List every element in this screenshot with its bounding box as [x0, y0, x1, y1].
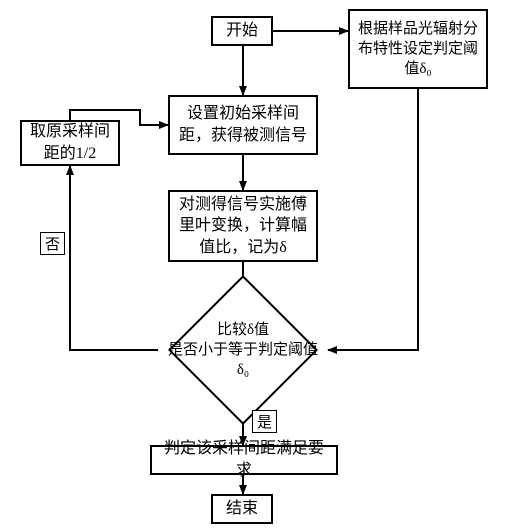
node-ok-label: 判定该采样间距满足要求: [158, 438, 330, 481]
node-set-initial-label: 设置初始采样间距，获得被测信号: [176, 103, 310, 146]
node-half-interval: 取原采样间距的1/2: [20, 120, 120, 166]
node-set-threshold: 根据样品光辐射分布特性设定判定阈值δ₀: [348, 9, 488, 89]
node-half-interval-label: 取原采样间距的1/2: [28, 121, 112, 164]
node-end-label: 结束: [226, 498, 258, 520]
edge-label-yes: 是: [252, 410, 277, 433]
edge-label-no: 否: [40, 232, 65, 255]
node-fft: 对测得信号实施傅里叶变换，计算幅值比，记为δ: [168, 190, 318, 262]
node-start-label: 开始: [226, 20, 258, 42]
node-fft-label: 对测得信号实施傅里叶变换，计算幅值比，记为δ: [176, 194, 310, 259]
node-set-threshold-label: 根据样品光辐射分布特性设定判定阈值δ₀: [356, 19, 480, 80]
node-start: 开始: [211, 16, 273, 46]
flowchart-canvas: 开始 根据样品光辐射分布特性设定判定阈值δ₀ 设置初始采样间距，获得被测信号 取…: [0, 0, 509, 531]
node-decision: [168, 275, 318, 425]
node-end: 结束: [211, 494, 273, 524]
node-set-initial: 设置初始采样间距，获得被测信号: [168, 95, 318, 155]
node-ok: 判定该采样间距满足要求: [150, 445, 338, 475]
